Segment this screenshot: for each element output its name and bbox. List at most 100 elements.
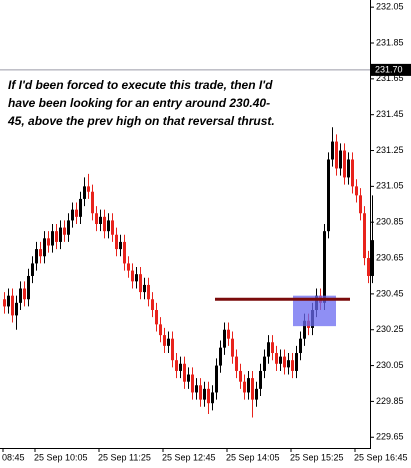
candle-body	[183, 363, 186, 382]
candle-body	[59, 227, 62, 242]
candle-body	[119, 241, 122, 250]
candle-body	[371, 240, 374, 276]
candle-body	[271, 342, 274, 354]
candle-body	[223, 329, 226, 348]
candle-body	[215, 365, 218, 393]
candle-body	[163, 335, 166, 346]
candle-body	[131, 270, 134, 282]
candle-body	[7, 295, 10, 307]
candle-body	[11, 295, 14, 316]
candle-body	[23, 288, 26, 300]
candle-body	[171, 338, 174, 361]
current-price-box	[371, 63, 411, 76]
y-tick-label: 232.05	[376, 2, 404, 12]
y-tick-label: 230.85	[376, 217, 404, 227]
y-tick-label: 229.65	[376, 432, 404, 442]
y-tick-label: 229.85	[376, 396, 404, 406]
candle-body	[135, 274, 138, 282]
candle-body	[367, 258, 370, 276]
candle-body	[159, 324, 162, 336]
candle-body	[55, 231, 58, 242]
x-tick-label: 25 Sep 11:25	[98, 452, 151, 462]
candle-body	[187, 374, 190, 382]
x-tick-label: 08:45	[2, 452, 25, 462]
candle-body	[247, 378, 250, 393]
candle-body	[219, 347, 222, 366]
candle-body	[115, 234, 118, 250]
candle-body	[67, 220, 70, 235]
candle-body	[27, 275, 30, 300]
candle-body	[35, 249, 38, 264]
candle-body	[151, 299, 154, 311]
candle-body	[207, 388, 210, 404]
candle-body	[335, 141, 338, 169]
candle-body	[3, 299, 6, 307]
candle-body	[235, 356, 238, 371]
x-tick-label: 25 Sep 16:45	[354, 452, 408, 462]
candle-body	[87, 186, 90, 192]
candle-body	[283, 356, 286, 368]
x-tick-label: 25 Sep 12:45	[162, 452, 216, 462]
candle-body	[43, 238, 46, 257]
candle-body	[323, 231, 326, 303]
candle-body	[139, 274, 142, 293]
candle-body	[355, 186, 358, 196]
y-tick-label: 230.45	[376, 288, 404, 298]
y-tick-label: 231.85	[376, 37, 404, 47]
candle-body	[75, 209, 78, 217]
candle-body	[339, 150, 342, 169]
candle-body	[111, 220, 114, 235]
candle-body	[231, 338, 234, 357]
candle-body	[347, 159, 350, 178]
candle-body	[147, 284, 150, 300]
candle-body	[47, 238, 50, 246]
y-tick-label: 230.25	[376, 324, 404, 334]
candle-body	[299, 338, 302, 354]
candle-body	[95, 213, 98, 224]
candle-body	[267, 342, 270, 357]
candle-body	[107, 220, 110, 232]
candle-body	[295, 353, 298, 371]
candle-body	[251, 378, 254, 400]
y-tick-label: 230.05	[376, 360, 404, 370]
x-tick-label: 25 Sep 15:25	[290, 452, 344, 462]
candle-body	[39, 249, 42, 257]
candle-body	[19, 288, 22, 303]
candle-body	[343, 150, 346, 178]
candle-body	[143, 284, 146, 293]
candle-body	[279, 356, 282, 364]
y-tick-label: 231.25	[376, 145, 404, 155]
candle-body	[287, 360, 290, 368]
candle-body	[71, 209, 74, 221]
candle-body	[255, 388, 258, 400]
candle-body	[203, 388, 206, 400]
candle-body	[155, 310, 158, 325]
candle-body	[351, 159, 354, 187]
candle-body	[99, 216, 102, 224]
candle-body	[15, 302, 18, 316]
y-tick-label: 231.45	[376, 109, 404, 119]
candle-body	[363, 213, 366, 259]
candle-body	[127, 263, 130, 271]
candle-body	[175, 360, 178, 371]
candle-body	[239, 370, 242, 382]
x-tick-label: 25 Sep 10:05	[34, 452, 88, 462]
candle-body	[191, 374, 194, 393]
annotation: have been looking for an entry around 23…	[8, 96, 270, 110]
candle-body	[63, 227, 66, 235]
candle-body	[123, 241, 126, 264]
candle-body	[179, 363, 182, 371]
candle-body	[51, 231, 54, 246]
candle-body	[275, 353, 278, 364]
candle-body	[327, 159, 330, 232]
x-tick-label: 25 Sep 14:05	[226, 452, 280, 462]
annotation: If I'd been forced to execute this trade…	[8, 78, 273, 92]
candle-body	[211, 392, 214, 404]
y-tick-label: 231.65	[376, 73, 404, 83]
candle-body	[227, 329, 230, 339]
candle-body	[359, 195, 362, 214]
candle-body	[167, 338, 170, 346]
candle-body	[243, 381, 246, 393]
candle-body	[83, 186, 86, 199]
